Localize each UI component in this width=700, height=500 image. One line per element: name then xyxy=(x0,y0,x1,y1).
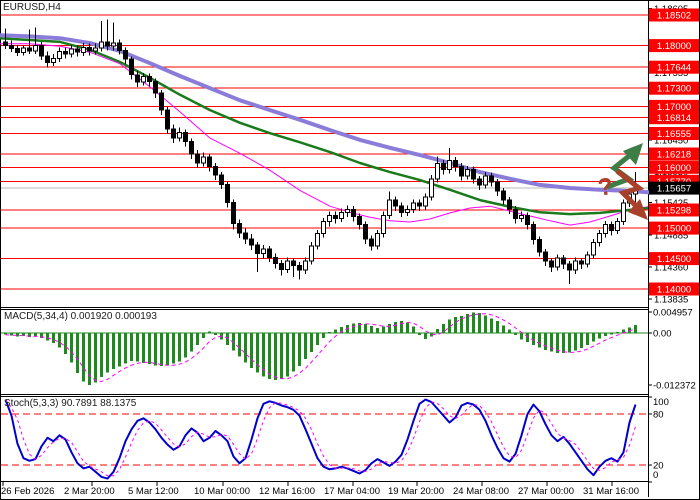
level-price-label: 1.18502 xyxy=(657,11,691,22)
macd-tick-label: 0.00 xyxy=(653,329,672,340)
price-tick-label: 1.14885 xyxy=(654,231,688,242)
support-resistance-lines xyxy=(1,14,648,290)
stoch-tick-label: 100 xyxy=(653,397,669,408)
candles-series xyxy=(3,19,638,285)
price-tick-label: 1.16450 xyxy=(654,135,688,146)
stoch-axis-ticks: 100 80 200 xyxy=(648,396,669,483)
level-price-label: 1.14500 xyxy=(657,254,691,265)
time-tick-label[interactable]: 26 Feb 2026 xyxy=(1,486,54,497)
level-price-label: 1.17300 xyxy=(657,84,691,95)
macd-axis-ticks: 0.004957 0.00 -0.012372 xyxy=(648,308,696,392)
level-price-label: 1.14000 xyxy=(657,285,691,296)
stoch-d-line xyxy=(5,399,636,477)
current-price-label-box xyxy=(649,181,699,195)
level-price-label: 1.17000 xyxy=(657,102,691,113)
level-price-label: 1.16555 xyxy=(657,129,691,140)
time-tick-label[interactable]: 31 Mar 16:00 xyxy=(583,486,639,497)
level-price-label: 1.15298 xyxy=(657,206,691,217)
stoch-k-line xyxy=(4,398,637,480)
time-tick-label[interactable]: 5 Mar 12:00 xyxy=(128,486,179,497)
time-tick-label[interactable]: 19 Mar 20:00 xyxy=(388,486,444,497)
time-tick-label[interactable]: 27 Mar 00:00 xyxy=(518,486,574,497)
down-arrow-head xyxy=(628,199,648,220)
level-price-label: 1.18000 xyxy=(657,41,691,52)
level-price-label: 1.15000 xyxy=(657,224,691,235)
ma-purple-line xyxy=(0,33,650,195)
stoch-indicator-label: Stoch(5,3,3) 90.7891 88.1375 xyxy=(4,398,137,409)
price-level-labels: 1.18502 1.18000 1.17644 1.17300 1.170001.168… xyxy=(649,8,699,296)
time-tick-label[interactable]: 17 Mar 04:00 xyxy=(324,486,380,497)
time-tick-label[interactable]: 12 Mar 16:00 xyxy=(259,486,315,497)
macd-signal-line xyxy=(5,313,636,383)
price-tick-label: 1.14360 xyxy=(654,263,688,274)
macd-tick-label: -0.012372 xyxy=(653,381,696,392)
level-price-label: 1.16218 xyxy=(657,150,691,161)
time-axis: 26 Feb 2026 2 Mar 20:00 5 Mar 12:00 10 Mar … xyxy=(1,481,639,497)
price-tick-label: 1.13835 xyxy=(654,295,688,306)
ma-green-line xyxy=(0,36,649,216)
level-price-label: 1.16814 xyxy=(657,113,691,124)
level-price-label: 1.16000 xyxy=(657,163,691,174)
macd-tick-label: 0.004957 xyxy=(653,308,693,319)
question-mark: ? xyxy=(596,173,614,202)
down-trend-arrow xyxy=(615,169,645,213)
time-tick-label[interactable]: 10 Mar 00:00 xyxy=(194,486,250,497)
stoch-tick-label: 0 xyxy=(653,470,658,481)
current-price-label: 1.15657 xyxy=(657,184,691,195)
symbol-title: EURUSD,H4 xyxy=(3,2,61,13)
macd-histogram xyxy=(4,312,637,386)
up-arrow-head xyxy=(623,143,643,165)
time-tick-label[interactable]: 24 Mar 08:00 xyxy=(453,486,509,497)
macd-indicator-label: MACD(5,34,4) 0.001920 0.000193 xyxy=(4,311,157,322)
level-price-label: 1.17644 xyxy=(657,63,691,74)
price-tick-label: 1.15425 xyxy=(654,198,688,209)
time-tick-label[interactable]: 2 Mar 20:00 xyxy=(64,486,115,497)
forecast-arrows: ? xyxy=(596,143,648,220)
stoch-tick-label: 20 xyxy=(653,461,664,472)
stoch-tick-label: 80 xyxy=(653,410,664,421)
